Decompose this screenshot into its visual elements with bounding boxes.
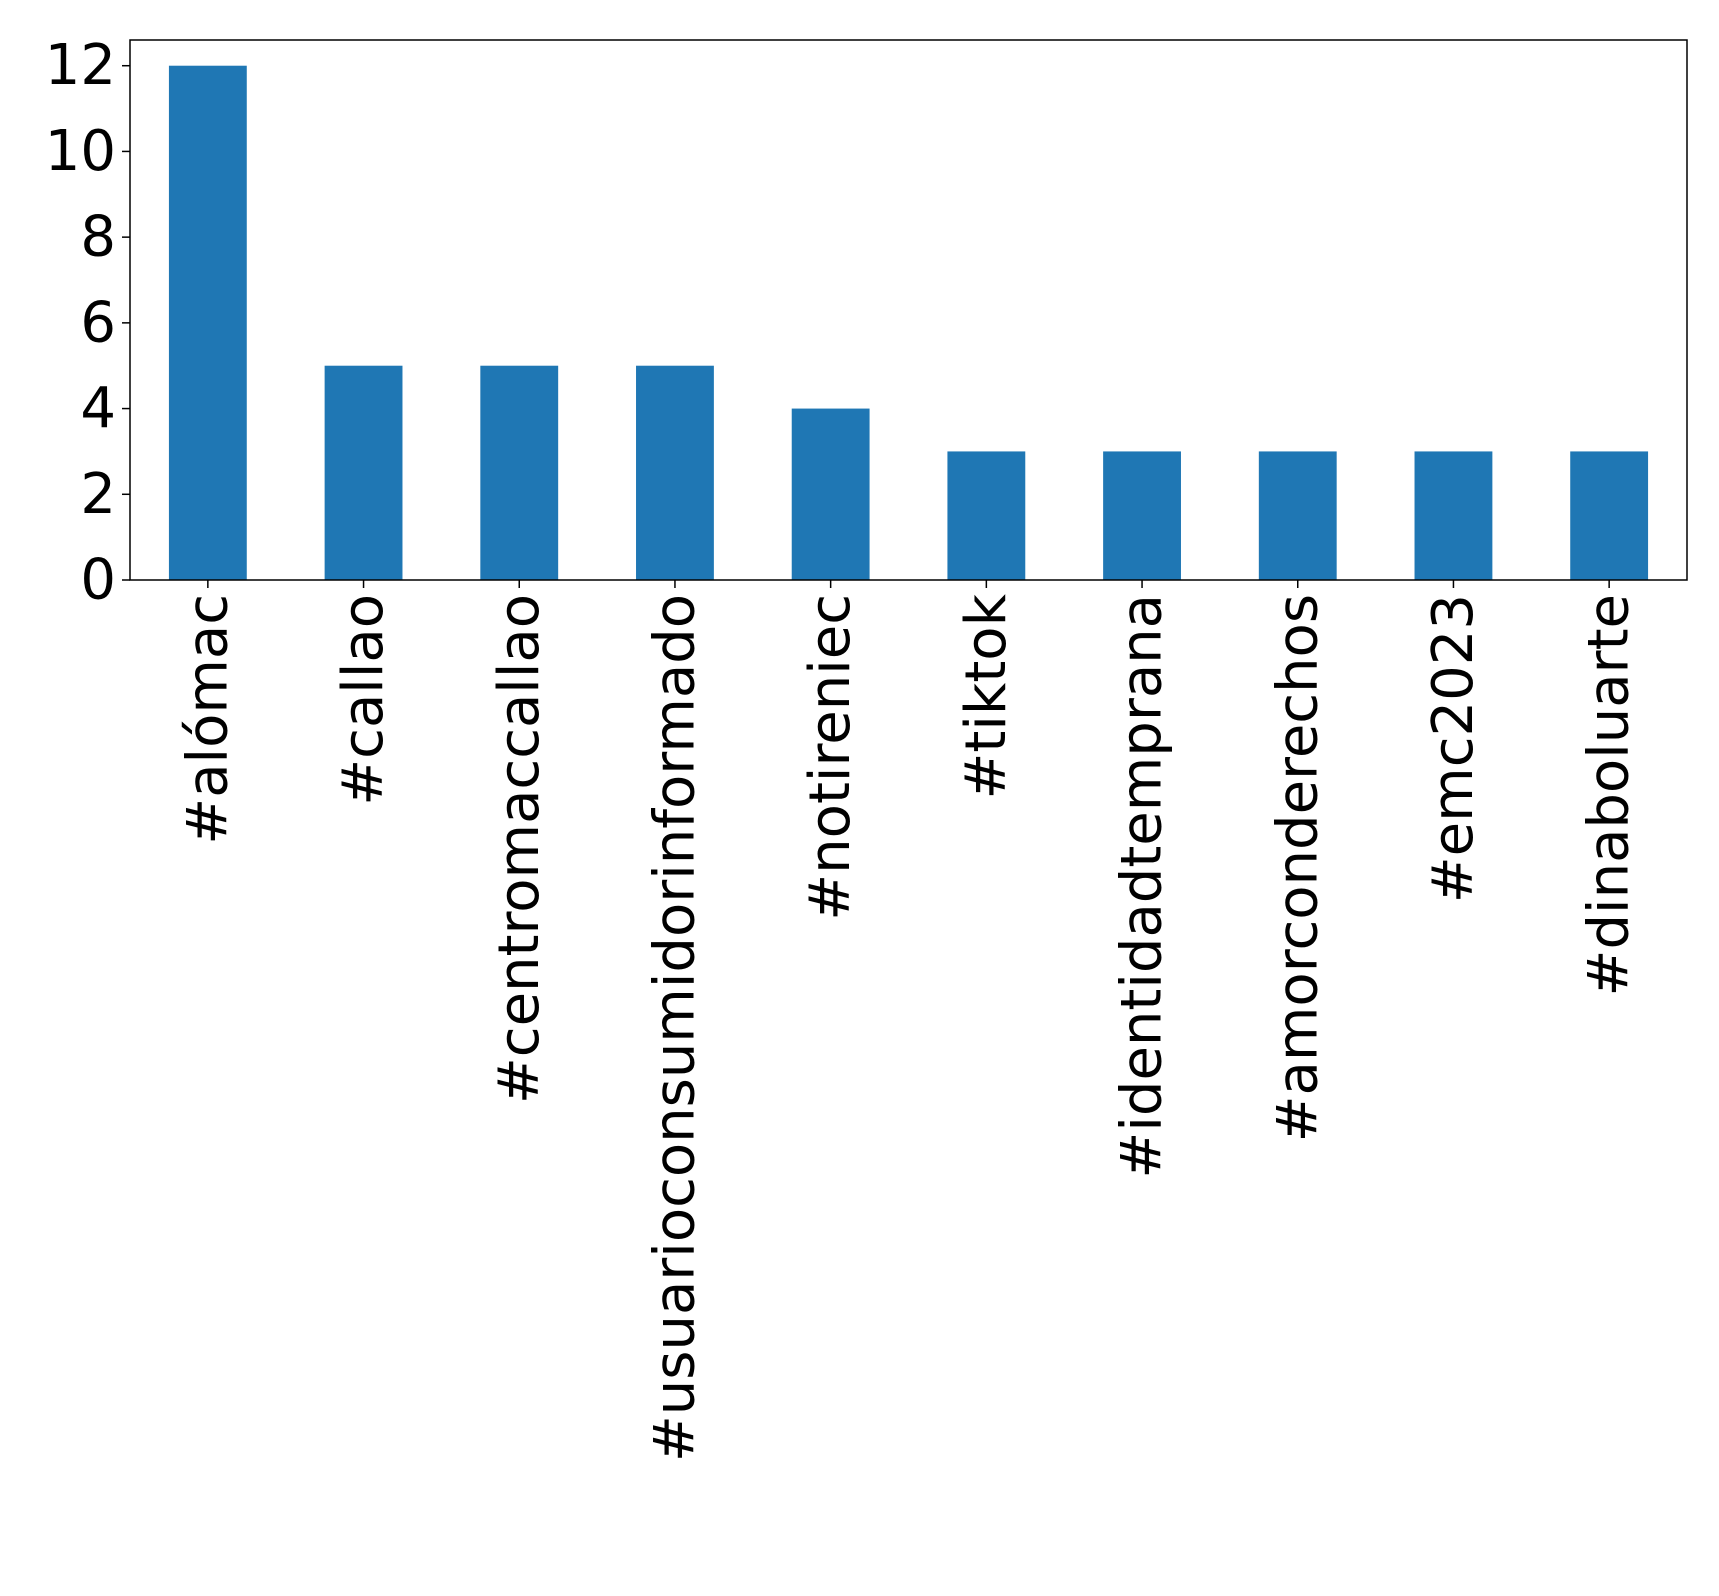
bar-notireniec (791, 408, 870, 580)
x-tick-label: #callao (331, 594, 396, 806)
bar-centromaccallao (480, 365, 559, 580)
x-tick-label: #notireniec (798, 594, 863, 921)
bar-dinaboluarte (1570, 451, 1649, 580)
x-tick-label: #alómac (175, 594, 240, 845)
x-axis: #alómac #callao #centromaccallao #usuarioco… (175, 580, 1642, 1462)
bar-amorconderechos (1258, 451, 1337, 580)
x-tick-label: #identidadtemprana (1110, 594, 1175, 1179)
bar-usuarioconsumidorinformado (636, 365, 714, 580)
x-tick-label: #amorconderechos (1265, 594, 1330, 1142)
bar-tiktok (947, 451, 1026, 580)
bar-callao (324, 365, 403, 580)
bars-group (168, 65, 1649, 580)
plot-frame (129, 39, 1688, 581)
y-tick-label: 0 (80, 548, 116, 613)
y-tick-label: 4 (80, 376, 116, 441)
bar-identidadtemprana (1103, 451, 1181, 580)
y-tick-label: 10 (45, 119, 116, 184)
x-tick-label: #emc2023 (1421, 594, 1486, 903)
y-axis: 0 2 4 6 8 10 12 (45, 33, 130, 613)
x-tick-label: #tiktok (954, 593, 1019, 799)
x-tick-label: #usuarioconsumidorinformado (642, 594, 707, 1462)
bar-emc2023 (1414, 451, 1493, 580)
x-tick-label: #dinaboluarte (1577, 594, 1642, 996)
y-tick-label: 2 (80, 462, 116, 527)
x-tick-label: #centromaccallao (487, 594, 552, 1104)
bar-alómac (168, 65, 247, 580)
y-tick-label: 12 (45, 33, 116, 98)
y-tick-label: 8 (80, 205, 116, 270)
y-tick-label: 6 (80, 290, 116, 355)
